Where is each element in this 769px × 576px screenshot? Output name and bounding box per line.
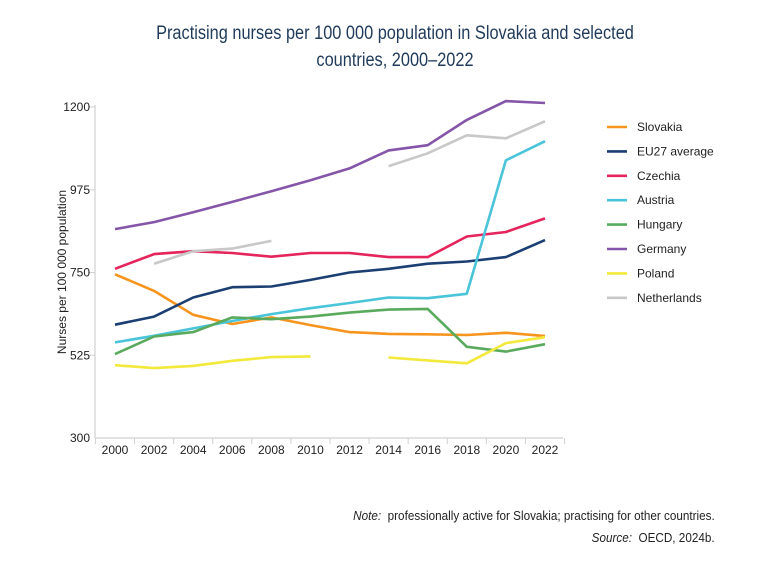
series-lines	[114, 99, 546, 370]
chart-title: Practising nurses per 100 000 population…	[156, 23, 634, 71]
x-tick-label: 2022	[532, 443, 559, 457]
axes: 300 525 750 975 1200 2000 2002 2004 2006 2008 2010…	[63, 100, 566, 457]
series-line-slovakia	[114, 273, 546, 338]
x-tick-label: 2014	[375, 443, 402, 457]
series-line-czechia	[114, 217, 546, 271]
source-label: Source:	[592, 530, 633, 545]
series-line-hungary	[114, 307, 546, 356]
x-tick-label: 2006	[219, 443, 246, 457]
y-tick-label: 750	[70, 266, 90, 280]
series-line-eu27-average	[114, 238, 546, 326]
legend-label-eu27-average: EU27 average	[637, 144, 714, 158]
x-tick-label: 2004	[180, 443, 207, 457]
legend: Slovakia EU27 average Czechia Austria Hungar…	[607, 120, 714, 305]
note-label: Note:	[353, 508, 382, 523]
y-tick-label: 525	[70, 348, 90, 362]
series-line-poland	[388, 335, 546, 365]
source-text: OECD, 2024b.	[638, 530, 715, 545]
x-tick-label: 2020	[493, 443, 520, 457]
series-line-netherlands	[153, 239, 272, 265]
y-tick-label: 300	[70, 431, 90, 445]
x-tick-label: 2018	[453, 443, 480, 457]
y-tick-label: 975	[70, 183, 90, 197]
legend-label-germany: Germany	[637, 242, 686, 256]
series-line-netherlands	[388, 120, 546, 168]
series-line-poland	[114, 355, 311, 370]
legend-label-poland: Poland	[637, 266, 674, 280]
series-line-austria	[114, 140, 546, 344]
legend-label-slovakia: Slovakia	[637, 120, 683, 134]
source: Source: OECD, 2024b.	[592, 530, 715, 545]
legend-label-hungary: Hungary	[637, 218, 682, 232]
note-text: professionally active for Slovakia; prac…	[387, 508, 715, 523]
x-tick-label: 2002	[141, 443, 168, 457]
x-tick-label: 2012	[336, 443, 363, 457]
x-tick-label: 2010	[297, 443, 324, 457]
legend-label-netherlands: Netherlands	[637, 291, 702, 305]
series-line-germany	[114, 99, 546, 231]
legend-label-czechia: Czechia	[637, 169, 681, 183]
legend-label-austria: Austria	[637, 193, 675, 207]
x-tick-label: 2008	[258, 443, 285, 457]
note: Note: professionally active for Slovakia…	[353, 508, 715, 523]
y-axis-title: Nurses per 100 000 population	[55, 190, 69, 354]
x-tick-label: 2016	[414, 443, 441, 457]
y-tick-label: 1200	[63, 100, 90, 114]
x-tick-label: 2000	[102, 443, 129, 457]
